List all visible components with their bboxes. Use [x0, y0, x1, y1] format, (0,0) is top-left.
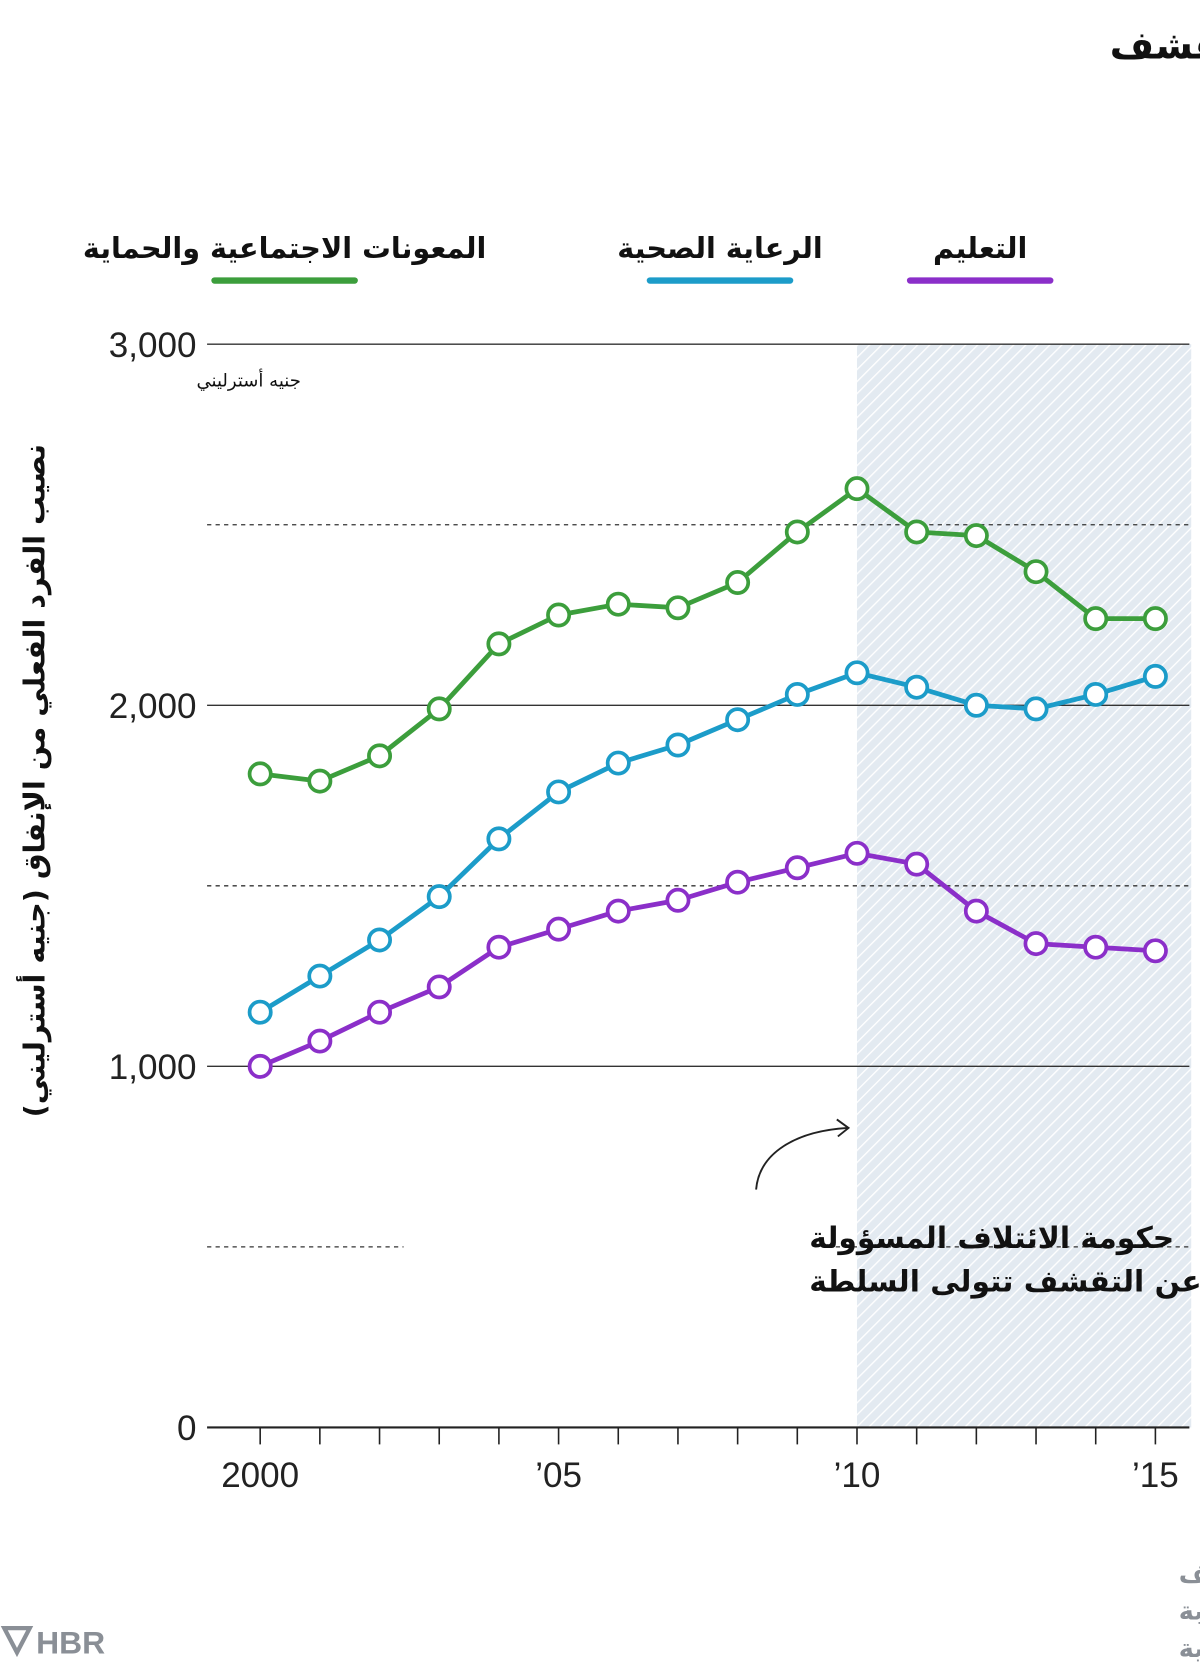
annotation-arrow	[755, 1126, 848, 1190]
chart-title: انخفض الإنفاق العام لحكومة المملكة المتح…	[1110, 25, 1200, 69]
y-tick-label: 3,000	[109, 326, 197, 365]
annotation: حكومة الائتلاف المسؤولة عن التقشف تتولى …	[403, 1118, 1200, 1299]
data-point	[784, 681, 810, 707]
x-axis: 2000 ’05 ’10 ’15	[207, 1426, 1190, 1495]
legend-label: التعليم	[933, 231, 1027, 265]
data-point	[1142, 663, 1168, 689]
hbr-shield-icon	[0, 1625, 34, 1658]
y-tick-label: 2,000	[109, 687, 197, 726]
x-tick-label: ’10	[834, 1456, 881, 1495]
data-point	[307, 963, 333, 989]
series-lines	[247, 476, 1168, 1079]
data-point	[725, 707, 751, 733]
data-point	[426, 884, 452, 910]
data-point	[426, 696, 452, 722]
x-tick-label: ’15	[1132, 1456, 1179, 1495]
data-point	[784, 855, 810, 881]
x-tick-label: 2000	[221, 1456, 299, 1495]
data-point	[725, 570, 751, 596]
data-point	[725, 869, 751, 895]
legend-label: الرعاية الصحية	[617, 231, 822, 265]
data-point	[844, 840, 870, 866]
data-point	[1023, 559, 1049, 585]
series-group	[247, 840, 1168, 1079]
data-point	[426, 974, 452, 1000]
data-point	[546, 916, 572, 942]
data-point	[665, 887, 691, 913]
annotation-line-1: حكومة الائتلاف المسؤولة	[809, 1221, 1174, 1256]
legend: المعونات الاجتماعية والحماية الرعاية الصح…	[83, 231, 1054, 284]
data-point	[367, 999, 393, 1025]
data-point	[367, 927, 393, 953]
data-point	[904, 851, 930, 877]
data-point	[307, 768, 333, 794]
data-point	[486, 826, 512, 852]
data-point	[665, 732, 691, 758]
data-point	[486, 934, 512, 960]
y-unit-label: جنيه أسترليني	[196, 369, 300, 392]
data-point	[844, 476, 870, 502]
data-point	[784, 519, 810, 545]
data-point	[1142, 606, 1168, 632]
data-point	[665, 595, 691, 621]
series-group	[247, 660, 1168, 1025]
series-line	[259, 850, 1156, 1069]
data-point	[963, 898, 989, 924]
data-point	[247, 761, 273, 787]
y-axis-label: نصيب الفرد الفعلي من الإنفاق (جنيه أسترل…	[16, 444, 52, 1117]
source-line-3: الجلالة للإيرادات والجمارك ومكتب الإحصاء…	[1179, 1634, 1200, 1664]
data-point	[1083, 606, 1109, 632]
data-point	[247, 999, 273, 1025]
x-tick-label: ’05	[535, 1456, 582, 1495]
data-point	[904, 519, 930, 545]
data-point	[1083, 934, 1109, 960]
source-line-2: إلى أزمة البريكست؟" (Did Austerity Cause…	[1179, 1594, 1200, 1627]
gridlines	[207, 343, 1190, 1248]
data-point	[307, 1028, 333, 1054]
arrow-head-icon	[836, 1118, 851, 1138]
data-point	[546, 779, 572, 805]
annotation-line-2: عن التقشف تتولى السلطة	[809, 1264, 1200, 1299]
data-point	[1023, 931, 1049, 957]
data-point	[605, 750, 631, 776]
data-point	[605, 898, 631, 924]
data-point	[486, 631, 512, 657]
data-point	[844, 660, 870, 686]
hbr-logo: HBR	[0, 1625, 105, 1661]
y-tick-label: 0	[177, 1409, 196, 1448]
data-point	[1142, 938, 1168, 964]
data-point	[904, 674, 930, 700]
data-point	[963, 692, 989, 718]
data-point	[963, 523, 989, 549]
data-point	[605, 591, 631, 617]
data-point	[247, 1053, 273, 1079]
legend-label: المعونات الاجتماعية والحماية	[83, 231, 487, 265]
data-point	[367, 743, 393, 769]
data-point	[1083, 681, 1109, 707]
source-line-1: المصدر: مقال "ثيمو فيتزر" (Thiemo Fetzer…	[1179, 1556, 1200, 1589]
series-line	[259, 486, 1156, 784]
data-point	[546, 602, 572, 628]
series-line	[258, 670, 1157, 1015]
svg-text:HBR: HBR	[36, 1625, 105, 1661]
y-axis: 0 1,000 2,000 3,000	[109, 326, 197, 1448]
series-group	[247, 476, 1168, 794]
data-point	[1023, 696, 1049, 722]
y-tick-label: 1,000	[109, 1048, 197, 1087]
